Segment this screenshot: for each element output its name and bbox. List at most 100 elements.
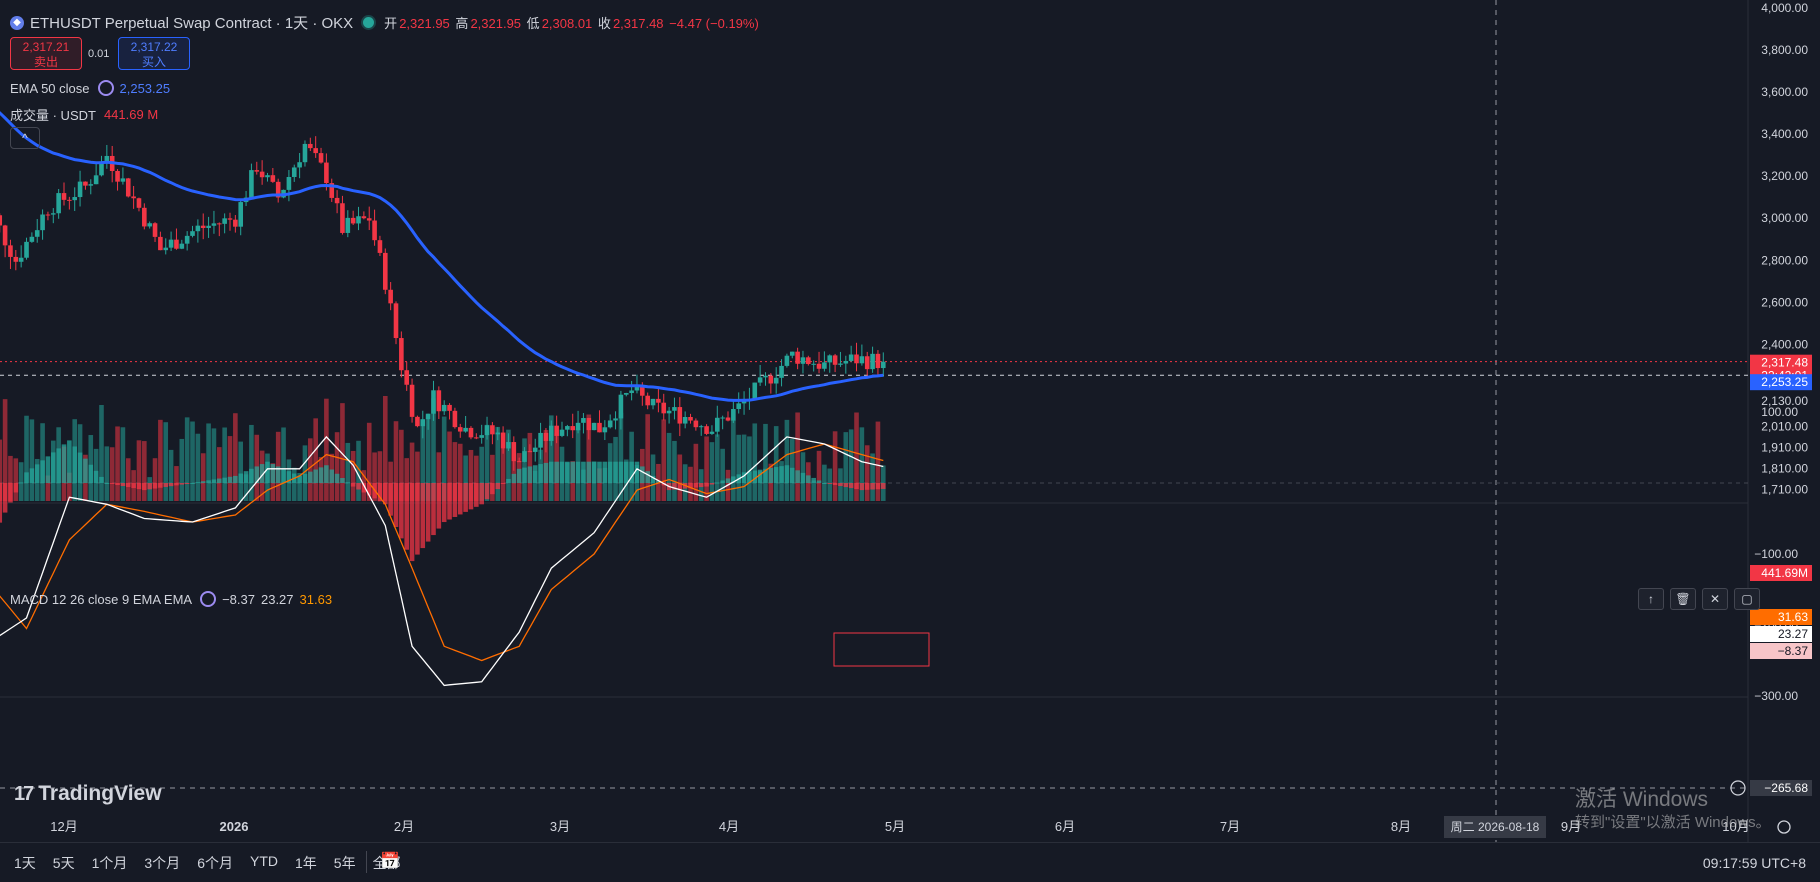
volume-bar (602, 467, 608, 501)
range-6m[interactable]: 6个月 (197, 855, 233, 871)
price-tick-label: 1,910.00 (1761, 440, 1808, 454)
range-ytd[interactable]: YTD (249, 853, 278, 869)
move-up-icon[interactable]: ↑ (1638, 588, 1664, 610)
candle-body (682, 416, 688, 424)
macd-histogram-bar (83, 458, 88, 483)
candlestick-series[interactable] (0, 136, 886, 471)
candle-body (725, 417, 731, 421)
macd-histogram-bar (409, 483, 415, 562)
buy-button[interactable]: 2,317.22 买入 (118, 37, 190, 70)
delete-icon[interactable]: 🗑 (1670, 588, 1696, 610)
macd-histogram-bar (318, 467, 324, 483)
macd-histogram-bar (854, 483, 859, 490)
candle-body (752, 382, 758, 399)
volume-bar (457, 443, 463, 501)
candle-body (334, 197, 340, 204)
candle-body (581, 418, 586, 423)
macd-pane[interactable] (0, 435, 930, 687)
crosshair-date-label: 周二 2026-08-18 (1444, 816, 1546, 838)
volume-bar (115, 426, 120, 501)
volume-bar (870, 453, 875, 501)
symbol-title[interactable]: ETHUSDT Perpetual Swap Contract · 1天 · O… (30, 15, 354, 32)
macd-histogram-bar (880, 483, 886, 489)
macd-line (0, 435, 884, 687)
volume-bar (693, 443, 699, 501)
axis-settings-icon (1777, 820, 1791, 834)
volume-bar (447, 431, 452, 501)
volume-legend[interactable]: 成交量 · USDT 441.69 M (10, 107, 159, 123)
range-5d[interactable]: 5天 (52, 855, 75, 871)
volume-bar (677, 454, 683, 501)
sell-button[interactable]: 2,317.21 卖出 (10, 37, 82, 70)
collapse-icon[interactable]: ✕ (1702, 588, 1728, 610)
candle-body (532, 447, 538, 452)
candle-body (259, 171, 265, 178)
candle-body (516, 461, 522, 463)
macd-tick-label: −100.00 (1754, 547, 1798, 561)
macd-histogram-bar (67, 440, 72, 483)
macd-histogram-bar (93, 470, 99, 483)
collapse-legend-button[interactable]: ^ (10, 127, 40, 149)
candle-body (361, 216, 367, 219)
macd-histogram-bar (559, 461, 565, 483)
candle-body (559, 429, 565, 436)
settings-icon[interactable] (200, 591, 217, 607)
volume-bar (324, 398, 329, 501)
price-tick-label: 4,000.00 (1761, 1, 1808, 15)
candle-body (50, 213, 56, 215)
macd-histogram-bar (538, 464, 543, 483)
range-all[interactable]: 全部 (372, 855, 401, 871)
settings-icon[interactable] (97, 80, 114, 96)
candle-body (291, 167, 297, 177)
candle-body (650, 398, 656, 406)
macd-histogram-bar (163, 483, 169, 487)
macd-histogram-bar (243, 471, 249, 483)
candle-body (688, 416, 693, 421)
range-1m[interactable]: 1个月 (91, 855, 128, 871)
candle-body (548, 425, 554, 441)
macd-histogram-bar (18, 482, 24, 484)
candle-body (147, 223, 152, 227)
macd-histogram-bar (281, 468, 286, 483)
price-tick-label: 2,010.00 (1761, 419, 1808, 433)
candle-body (848, 354, 854, 361)
macd-legend[interactable]: MACD 12 26 close 9 EMA EMA −8.37 23.27 3… (10, 591, 333, 607)
macd-histogram-bar (709, 483, 715, 485)
clock[interactable]: 09:17:59 UTC+8 (1702, 855, 1806, 871)
macd-histogram-bar (404, 483, 410, 550)
macd-histogram-bar (688, 483, 693, 489)
candle-body (313, 148, 318, 154)
candle-body (500, 432, 506, 449)
volume-bar (372, 452, 377, 501)
range-3m[interactable]: 3个月 (144, 855, 181, 871)
maximize-icon[interactable]: ▢ (1734, 588, 1760, 610)
macd-histogram-bar (436, 483, 442, 529)
range-1d[interactable]: 1天 (14, 855, 36, 871)
ema-legend[interactable]: EMA 50 close 2,253.25 (10, 80, 171, 96)
macd-histogram-bar (848, 483, 854, 489)
macd-histogram-bar (495, 483, 501, 490)
volume-bar (506, 429, 511, 501)
candle-body (297, 162, 302, 168)
range-5y[interactable]: 5年 (333, 855, 356, 871)
candle-body (779, 365, 784, 378)
macd-histogram-bar (623, 461, 629, 483)
chart-header: ◆ ETHUSDT Perpetual Swap Contract · 1天 ·… (10, 12, 761, 33)
time-tick-label: 8月 (1391, 819, 1411, 834)
volume-bar (431, 398, 436, 501)
calendar-icon[interactable]: 📅 (380, 853, 400, 870)
macd-histogram-bar (570, 461, 576, 483)
candle-body (522, 451, 527, 462)
macd-histogram-bar (334, 473, 340, 483)
macd-histogram-bar (843, 483, 849, 488)
candle-body (340, 203, 345, 233)
volume-bar (436, 452, 442, 501)
candle-body (345, 217, 351, 233)
tradingview-logo-icon: 17 (14, 782, 34, 805)
volume-badge (1750, 565, 1812, 581)
range-1y[interactable]: 1年 (294, 855, 317, 871)
macd-histogram-bar (532, 465, 538, 483)
candle-body (666, 410, 672, 414)
volume-bar (661, 419, 667, 501)
